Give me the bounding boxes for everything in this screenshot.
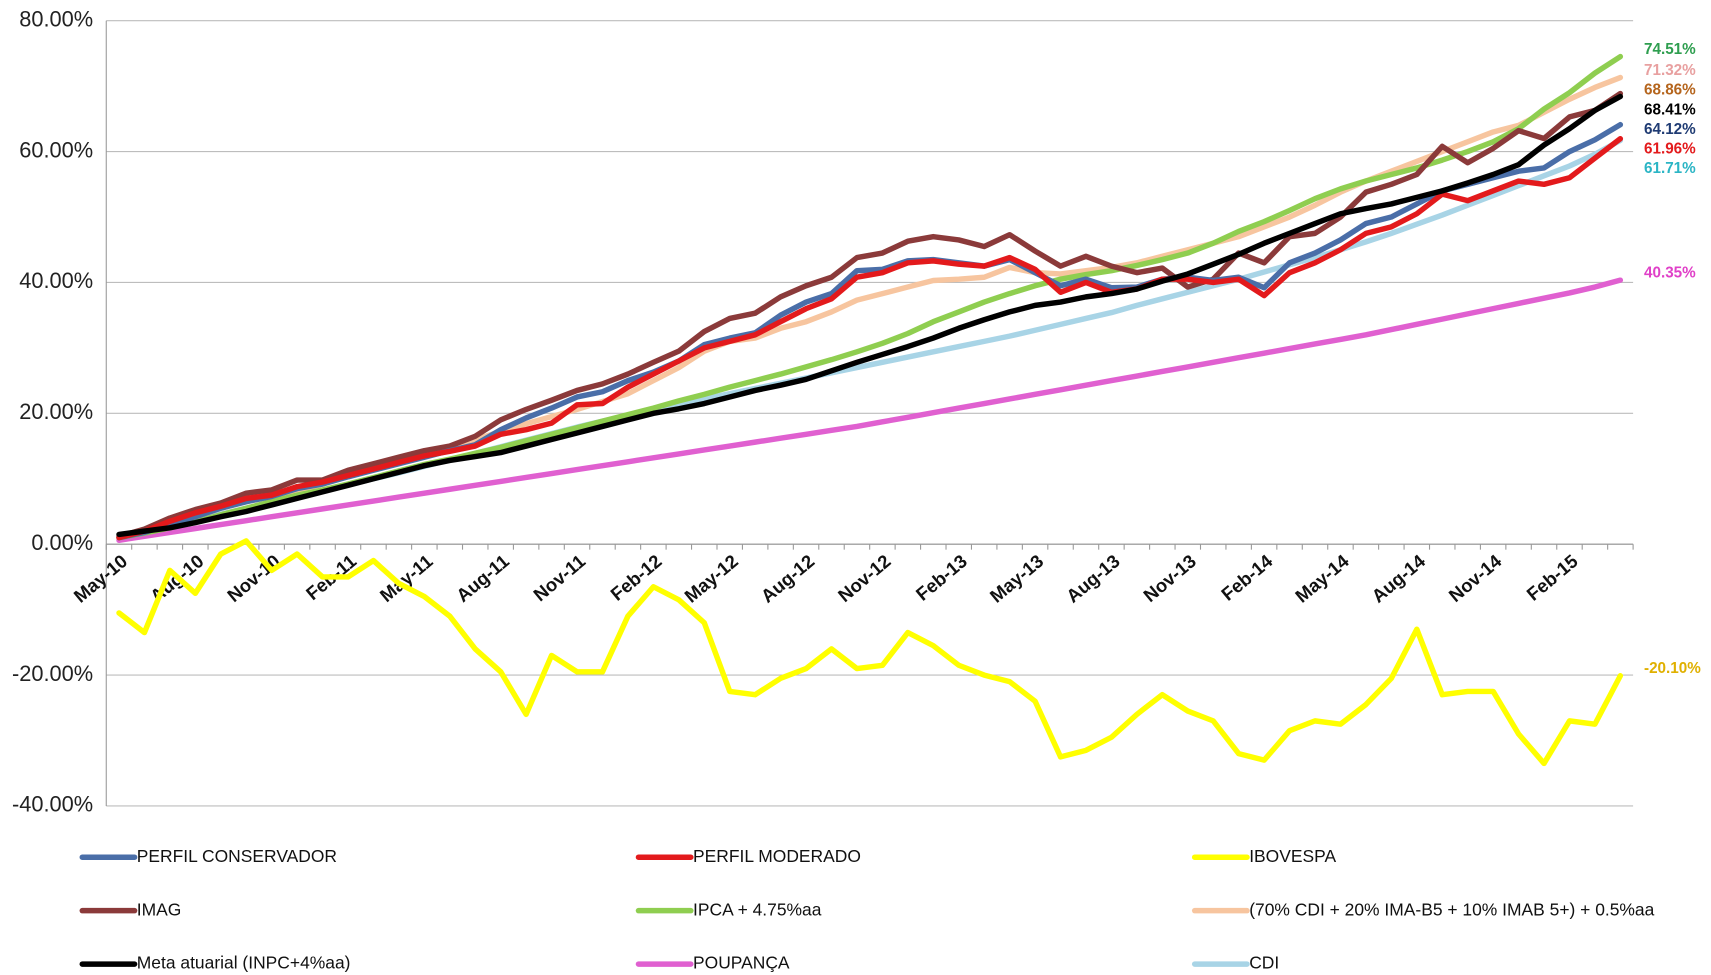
- x-tick-label: Nov-12: [834, 550, 895, 606]
- x-tick-label: May-13: [986, 550, 1048, 606]
- lines: [116, 53, 1624, 767]
- x-tick-label: Nov-14: [1445, 550, 1506, 606]
- grid: [106, 20, 1634, 807]
- end-label: 68.86%: [1644, 82, 1696, 99]
- legend-label: CDI: [1249, 953, 1279, 973]
- x-tick-label: Aug-13: [1062, 550, 1124, 606]
- legend-item: IPCA + 4.75%aa: [635, 899, 822, 919]
- legend-label: (70% CDI + 20% IMA-B5 + 10% IMAB 5+) + 0…: [1249, 899, 1654, 919]
- x-tick-label: Nov-11: [529, 550, 589, 605]
- y-tick-label: 60.00%: [19, 137, 93, 162]
- x-tick-label: Aug-12: [757, 550, 819, 606]
- legend-item: IBOVESPA: [1191, 846, 1336, 866]
- axes: -40.00% -20.00% 0.00% 20.00% 40.00% 60.00% 80.…: [12, 6, 1634, 817]
- x-tick-label: Aug-14: [1367, 550, 1429, 607]
- y-tick-label: 0.00%: [31, 530, 93, 555]
- end-labels: 74.51% 71.32% 68.86% 68.41% 64.12% 61.96% 61.7…: [1644, 41, 1701, 677]
- legend-label: PERFIL MODERADO: [693, 846, 861, 866]
- y-tick-label: -40.00%: [12, 792, 93, 817]
- y-tick-label: 40.00%: [19, 268, 93, 293]
- legend-item: IMAG: [79, 899, 182, 919]
- x-tick-label: May-12: [680, 550, 742, 606]
- legend-item: (70% CDI + 20% IMA-B5 + 10% IMAB 5+) + 0…: [1191, 899, 1655, 919]
- legend-item: CDI: [1191, 953, 1279, 973]
- series-line: [116, 538, 1624, 767]
- end-label: 61.96%: [1644, 141, 1696, 158]
- legend-label: PERFIL CONSERVADOR: [137, 846, 337, 866]
- legend-label: IBOVESPA: [1249, 846, 1336, 866]
- x-tick-label: Feb-15: [1522, 550, 1581, 604]
- legend-item: Meta atuarial (INPC+4%aa): [79, 953, 351, 973]
- series-line: [116, 135, 1624, 541]
- legend-label: IPCA + 4.75%aa: [693, 899, 822, 919]
- series-line: [116, 277, 1624, 544]
- y-tick-label: -20.00%: [12, 661, 93, 686]
- legend-label: POUPANÇA: [693, 953, 790, 973]
- end-label: 68.41%: [1644, 101, 1696, 118]
- legend-label: Meta atuarial (INPC+4%aa): [137, 953, 351, 973]
- legend-label: IMAG: [137, 899, 182, 919]
- x-tick-label: Feb-13: [912, 550, 971, 604]
- x-tick-label: Feb-14: [1217, 550, 1277, 605]
- x-tick-label: Nov-13: [1139, 550, 1200, 606]
- legend-item: PERFIL CONSERVADOR: [79, 846, 337, 866]
- end-label: 64.12%: [1644, 121, 1696, 138]
- end-label: -20.10%: [1644, 660, 1701, 677]
- legend: PERFIL CONSERVADOR PERFIL MODERADO IBOVESP…: [79, 846, 1655, 973]
- end-label: 40.35%: [1644, 265, 1696, 282]
- series-line: [116, 93, 1624, 538]
- end-label: 74.51%: [1644, 41, 1696, 58]
- x-tick-label: May-14: [1291, 550, 1353, 607]
- y-tick-label: 20.00%: [19, 399, 93, 424]
- end-label: 71.32%: [1644, 62, 1696, 79]
- legend-item: PERFIL MODERADO: [635, 846, 861, 866]
- series-line: [116, 90, 1624, 540]
- y-tick-label: 80.00%: [19, 6, 93, 31]
- legend-item: POUPANÇA: [635, 953, 790, 973]
- x-tick-label: Nov-10: [223, 550, 284, 606]
- series-line: [116, 74, 1624, 541]
- end-label: 61.71%: [1644, 160, 1696, 177]
- x-tick-label: May-10: [70, 550, 132, 606]
- x-tick-label: Feb-12: [606, 550, 665, 604]
- x-tick-label: Aug-11: [452, 550, 513, 606]
